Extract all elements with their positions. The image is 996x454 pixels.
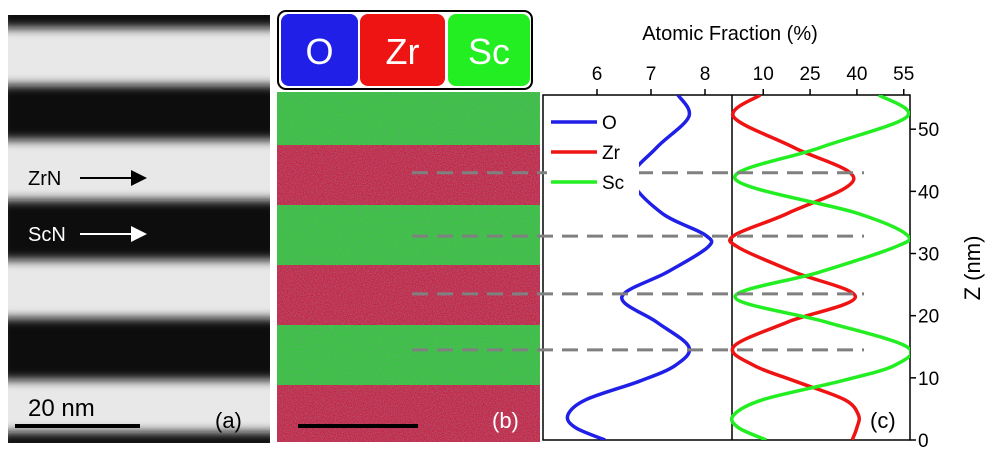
panel-tag: (b): [492, 408, 519, 433]
y-tick-label: 50: [918, 120, 939, 141]
eds-map: [277, 92, 540, 442]
x-tick-label: 25: [799, 64, 820, 85]
x-tick-label: 55: [893, 64, 914, 85]
chart-title: Atomic Fraction (%): [642, 23, 818, 45]
legend-swatch: [360, 14, 445, 86]
stem-image: [8, 15, 270, 443]
legend-swatch: [281, 14, 358, 86]
y-tick-label: 0: [918, 431, 929, 449]
x-tick-label: 8: [700, 64, 711, 85]
legend: O Zr Sc: [547, 108, 639, 198]
legend-label: Sc: [602, 173, 624, 194]
y-tick-label: 20: [918, 307, 939, 328]
legend-label: O: [305, 31, 333, 72]
legend-label: Zr: [386, 31, 420, 72]
plot-frame: [542, 94, 911, 441]
plot: 6 7 8 10 25 40 55 0 10 20 30 40 50 O Zr Sc: [412, 64, 939, 452]
x-tick-label: 10: [753, 64, 774, 85]
legend-label: O: [602, 113, 617, 134]
layer-label: ScN: [28, 224, 66, 246]
layer-label: ZrN: [28, 168, 61, 190]
x-tick-label: 40: [846, 64, 867, 85]
panel-tag: (c): [870, 408, 896, 433]
panel-tag: (a): [215, 408, 242, 433]
x-tick-label: 7: [646, 64, 657, 85]
eds-legend: O Zr Sc: [277, 10, 533, 90]
legend-swatch: [448, 14, 530, 86]
x-tick-label: 6: [592, 64, 603, 85]
y-tick-label: 10: [918, 369, 939, 390]
legend-label: Zr: [602, 143, 621, 164]
y-tick-label: 30: [918, 245, 939, 266]
y-axis-label: Z (nm): [960, 236, 985, 301]
profile-line: [728, 95, 862, 440]
y-tick-label: 40: [918, 182, 939, 203]
scale-bar-label: 20 nm: [28, 395, 95, 422]
legend-label: Sc: [468, 31, 510, 72]
profile-line: [730, 95, 910, 440]
